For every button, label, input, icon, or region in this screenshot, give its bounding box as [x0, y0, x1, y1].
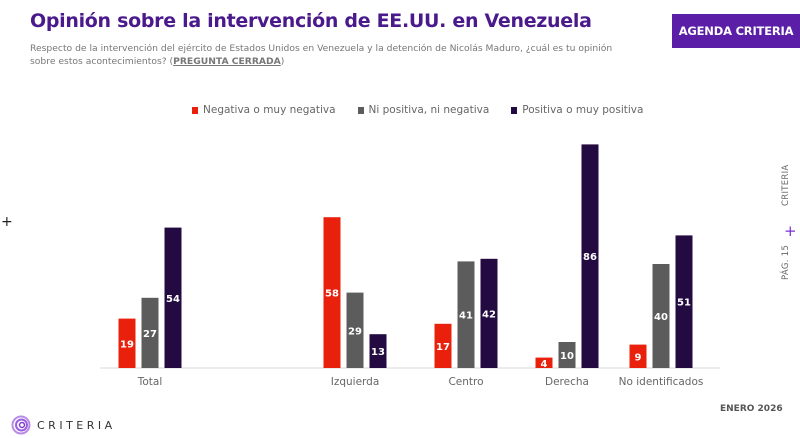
bar-value-label: 86	[583, 252, 597, 263]
side-plus-icon: +	[784, 222, 797, 240]
bar	[535, 357, 553, 368]
category-label: Centro	[448, 376, 483, 388]
bar-value-label: 4	[541, 359, 548, 370]
bar	[346, 292, 364, 368]
bar	[118, 318, 136, 368]
category-label: Total	[137, 376, 163, 388]
bar-value-label: 9	[635, 352, 642, 363]
bar-value-label: 41	[459, 311, 473, 322]
bar	[558, 342, 576, 368]
question-body: Respecto de la intervención del ejército…	[30, 43, 613, 67]
agenda-criteria-badge: AGENDA CRITERIA	[672, 14, 800, 48]
bar-value-label: 58	[325, 289, 339, 300]
question-close: )	[280, 56, 285, 67]
bar	[652, 264, 670, 368]
bar	[675, 235, 693, 368]
plus-marker: +	[1, 214, 13, 230]
legend-item-neutral: Ni positiva, ni negativa	[357, 104, 490, 116]
legend-swatch	[511, 106, 518, 114]
bar-value-label: 42	[482, 309, 496, 320]
bar-value-label: 19	[120, 339, 134, 350]
chart-legend: Negativa o muy negativa Ni positiva, ni …	[192, 104, 643, 116]
bar	[369, 334, 387, 368]
category-label: Derecha	[545, 376, 589, 388]
bar	[457, 261, 475, 368]
bar	[141, 297, 159, 368]
bar-value-label: 13	[371, 347, 385, 358]
bar-value-label: 51	[677, 298, 691, 309]
page-title: Opinión sobre la intervención de EE.UU. …	[30, 10, 592, 32]
criteria-logo-icon	[11, 415, 31, 435]
question-type-tag: PREGUNTA CERRADA	[173, 56, 281, 67]
category-label: No identificados	[619, 376, 704, 388]
bar-value-label: 27	[143, 329, 157, 340]
question-text: Respecto de la intervención del ejército…	[30, 42, 630, 68]
bar	[164, 227, 182, 368]
criteria-logo: CRITERIA	[11, 415, 116, 435]
bar	[323, 217, 341, 368]
bar	[434, 323, 452, 368]
category-label: Izquierda	[331, 376, 380, 388]
legend-swatch	[192, 106, 198, 114]
legend-label: Ni positiva, ni negativa	[368, 104, 490, 116]
bar	[480, 258, 498, 368]
legend-item-positiva: Positiva o muy positiva	[511, 104, 643, 116]
logo-text: CRITERIA	[37, 418, 116, 432]
bar-value-label: 17	[436, 342, 450, 353]
report-date: ENERO 2026	[720, 404, 783, 414]
legend-label: Positiva o muy positiva	[522, 104, 644, 116]
bar-value-label: 10	[560, 351, 574, 362]
legend-item-negativa: Negativa o muy negativa	[192, 104, 336, 116]
legend-swatch	[357, 106, 364, 114]
bar-value-label: 54	[166, 294, 180, 305]
bar	[581, 144, 599, 368]
side-brand: CRITERIA	[781, 164, 791, 206]
bar-value-label: 40	[654, 312, 668, 323]
bar	[629, 344, 647, 368]
bar-value-label: 29	[348, 326, 362, 337]
page-number: PÁG. 15	[781, 244, 791, 280]
legend-label: Negativa o muy negativa	[203, 104, 336, 116]
